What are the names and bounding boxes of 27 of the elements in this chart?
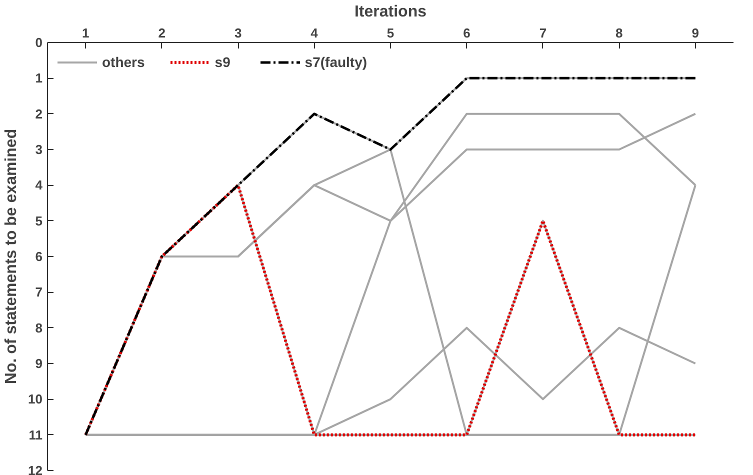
y-tick-label: 7 (35, 284, 43, 300)
y-tick-label: 6 (35, 249, 43, 264)
y-tick-label: 0 (35, 35, 43, 50)
y-tick-label: 9 (35, 356, 43, 371)
y-tick-label: 8 (35, 320, 43, 336)
legend-label: s9 (214, 54, 232, 70)
legend-label: s7(faulty) (304, 54, 368, 70)
x-tick-label: 5 (386, 26, 394, 40)
x-axis-title: Iterations (354, 4, 427, 20)
x-tick-label: 2 (158, 26, 166, 40)
y-axis-title: No. of statements to be examined (3, 128, 20, 384)
y-tick-label: 5 (35, 213, 43, 228)
x-tick-label: 6 (463, 26, 470, 40)
x-tick-label: 1 (82, 26, 90, 40)
x-tick-label: 7 (539, 26, 547, 40)
y-tick-label: 4 (35, 178, 44, 193)
y-tick-label: 11 (28, 427, 43, 442)
x-tick-label: 4 (310, 26, 319, 40)
y-tick-label: 2 (35, 106, 43, 122)
y-tick-label: 1 (35, 70, 43, 86)
x-tick-label: 9 (692, 26, 700, 40)
legend-label: others (102, 54, 145, 70)
y-tick-label: 10 (28, 392, 43, 407)
x-tick-label: 3 (234, 26, 242, 40)
x-tick-label: 8 (616, 26, 623, 40)
y-tick-label: 3 (35, 142, 43, 157)
y-tick-label: 12 (28, 463, 43, 475)
